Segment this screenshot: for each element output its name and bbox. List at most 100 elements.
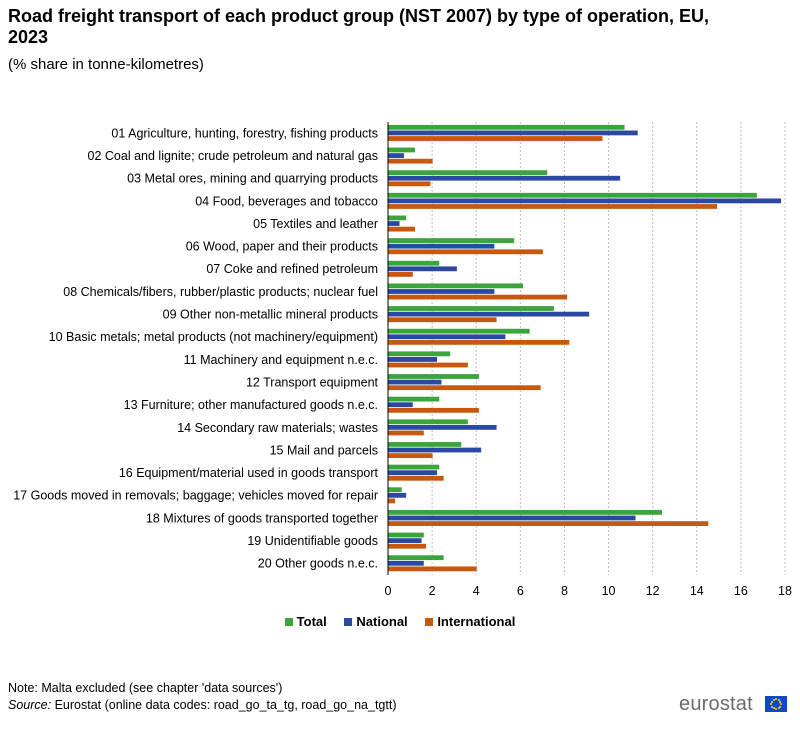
bar-total bbox=[388, 487, 402, 493]
footnote: Note: Malta excluded (see chapter 'data … bbox=[8, 681, 283, 695]
bar-total bbox=[388, 328, 530, 334]
source-line: Source: Eurostat (online data codes: roa… bbox=[8, 697, 396, 713]
bar-national bbox=[388, 266, 457, 272]
x-tick-label: 16 bbox=[734, 584, 748, 598]
flag-star bbox=[780, 703, 782, 705]
eu-flag-icon bbox=[765, 696, 787, 712]
bar-international bbox=[388, 566, 477, 572]
source-label: Source: bbox=[8, 698, 52, 712]
bar-total bbox=[388, 555, 444, 561]
bar-total bbox=[388, 442, 462, 447]
eurostat-logo: eurostat bbox=[679, 693, 753, 715]
x-tick-label: 0 bbox=[385, 584, 392, 598]
bar-national bbox=[388, 198, 782, 204]
category-label: 20 Other goods n.e.c. bbox=[258, 557, 378, 571]
x-tick-label: 18 bbox=[778, 584, 792, 598]
bar-total bbox=[388, 419, 468, 425]
bar-international bbox=[388, 317, 497, 323]
category-label: 07 Coke and refined petroleum bbox=[206, 262, 378, 276]
bar-total bbox=[388, 283, 524, 289]
category-label: 17 Goods moved in removals; baggage; veh… bbox=[13, 489, 378, 503]
category-label: 08 Chemicals/fibers, rubber/plastic prod… bbox=[63, 285, 378, 299]
bar-national bbox=[388, 470, 438, 476]
bar-national bbox=[388, 130, 638, 136]
category-label: 11 Machinery and equipment n.e.c. bbox=[184, 353, 378, 367]
bar-international bbox=[388, 294, 568, 300]
category-label: 18 Mixtures of goods transported togethe… bbox=[146, 511, 378, 525]
flag-star bbox=[770, 705, 773, 708]
bar-international bbox=[388, 453, 433, 459]
chart-subtitle: (% share in tonne-kilometres) bbox=[8, 56, 204, 73]
bar-total bbox=[388, 260, 440, 266]
bar-international bbox=[388, 543, 426, 549]
legend-label-international: International bbox=[437, 614, 516, 629]
category-label: 16 Equipment/material used in goods tran… bbox=[119, 466, 379, 480]
bar-international bbox=[388, 362, 468, 368]
bar-international bbox=[388, 158, 433, 164]
category-label: 09 Other non-metallic mineral products bbox=[163, 308, 378, 322]
bar-national bbox=[388, 175, 621, 181]
bar-national bbox=[388, 538, 422, 544]
bar-national bbox=[388, 424, 497, 430]
bar-international bbox=[388, 181, 431, 187]
bar-national bbox=[388, 311, 590, 317]
bar-total bbox=[388, 238, 515, 243]
bar-international bbox=[388, 249, 543, 255]
flag-star bbox=[775, 708, 777, 710]
bar-total bbox=[388, 192, 757, 198]
bar-chart: 0 2 4 6 8 10 12 14 16 18 01 Agriculture, hunting, … bbox=[13, 122, 792, 598]
bar-national bbox=[388, 492, 407, 498]
flag-star bbox=[779, 700, 782, 703]
bar-total bbox=[388, 170, 548, 176]
category-label: 10 Basic metals; metal products (not mac… bbox=[49, 330, 378, 344]
bar-international bbox=[388, 272, 413, 277]
bar-total bbox=[388, 215, 407, 221]
bar-national bbox=[388, 153, 404, 158]
bar-national bbox=[388, 357, 438, 362]
x-tick-label: 14 bbox=[690, 584, 704, 598]
x-tick-label: 12 bbox=[646, 584, 660, 598]
flag-star bbox=[770, 700, 773, 703]
bar-international bbox=[388, 407, 479, 413]
bar-national bbox=[388, 560, 424, 566]
flag-star bbox=[772, 698, 775, 701]
category-label: 15 Mail and parcels bbox=[270, 443, 378, 457]
bar-total bbox=[388, 532, 424, 538]
flag-star bbox=[770, 703, 772, 705]
source-text: Eurostat (online data codes: road_go_ta_… bbox=[51, 698, 397, 712]
bar-national bbox=[388, 515, 636, 521]
bar-total bbox=[388, 124, 625, 130]
category-label: 19 Unidentifiable goods bbox=[247, 534, 378, 548]
bar-national bbox=[388, 289, 495, 294]
x-tick-label: 10 bbox=[602, 584, 616, 598]
bar-total bbox=[388, 396, 440, 402]
category-label: 14 Secondary raw materials; wastes bbox=[177, 421, 378, 435]
legend-swatch-total bbox=[284, 617, 293, 626]
bar-national bbox=[388, 379, 442, 385]
legend-label-total: Total bbox=[296, 614, 327, 629]
bar-total bbox=[388, 374, 479, 379]
category-label: 05 Textiles and leather bbox=[253, 217, 378, 231]
bar-international bbox=[388, 204, 718, 209]
flag-star bbox=[777, 707, 780, 710]
flag-star bbox=[779, 705, 782, 708]
bar-international bbox=[388, 136, 603, 141]
bar-total bbox=[388, 351, 451, 357]
x-tick-label: 4 bbox=[473, 584, 480, 598]
bar-total bbox=[388, 509, 662, 515]
x-tick-label: 2 bbox=[429, 584, 436, 598]
bar-total bbox=[388, 306, 554, 311]
bar-international bbox=[388, 385, 541, 391]
bar-national bbox=[388, 221, 400, 226]
bar-total bbox=[388, 147, 415, 153]
bar-international bbox=[388, 430, 424, 436]
flag-star bbox=[775, 698, 777, 700]
bar-international bbox=[388, 475, 444, 481]
category-label: 12 Transport equipment bbox=[246, 375, 379, 389]
legend-swatch-international bbox=[425, 617, 434, 626]
bar-national bbox=[388, 447, 482, 453]
category-label: 03 Metal ores, mining and quarrying prod… bbox=[127, 172, 378, 186]
category-label: 06 Wood, paper and their products bbox=[186, 240, 378, 254]
bar-national bbox=[388, 402, 413, 408]
legend-item-total: Total bbox=[284, 614, 327, 629]
